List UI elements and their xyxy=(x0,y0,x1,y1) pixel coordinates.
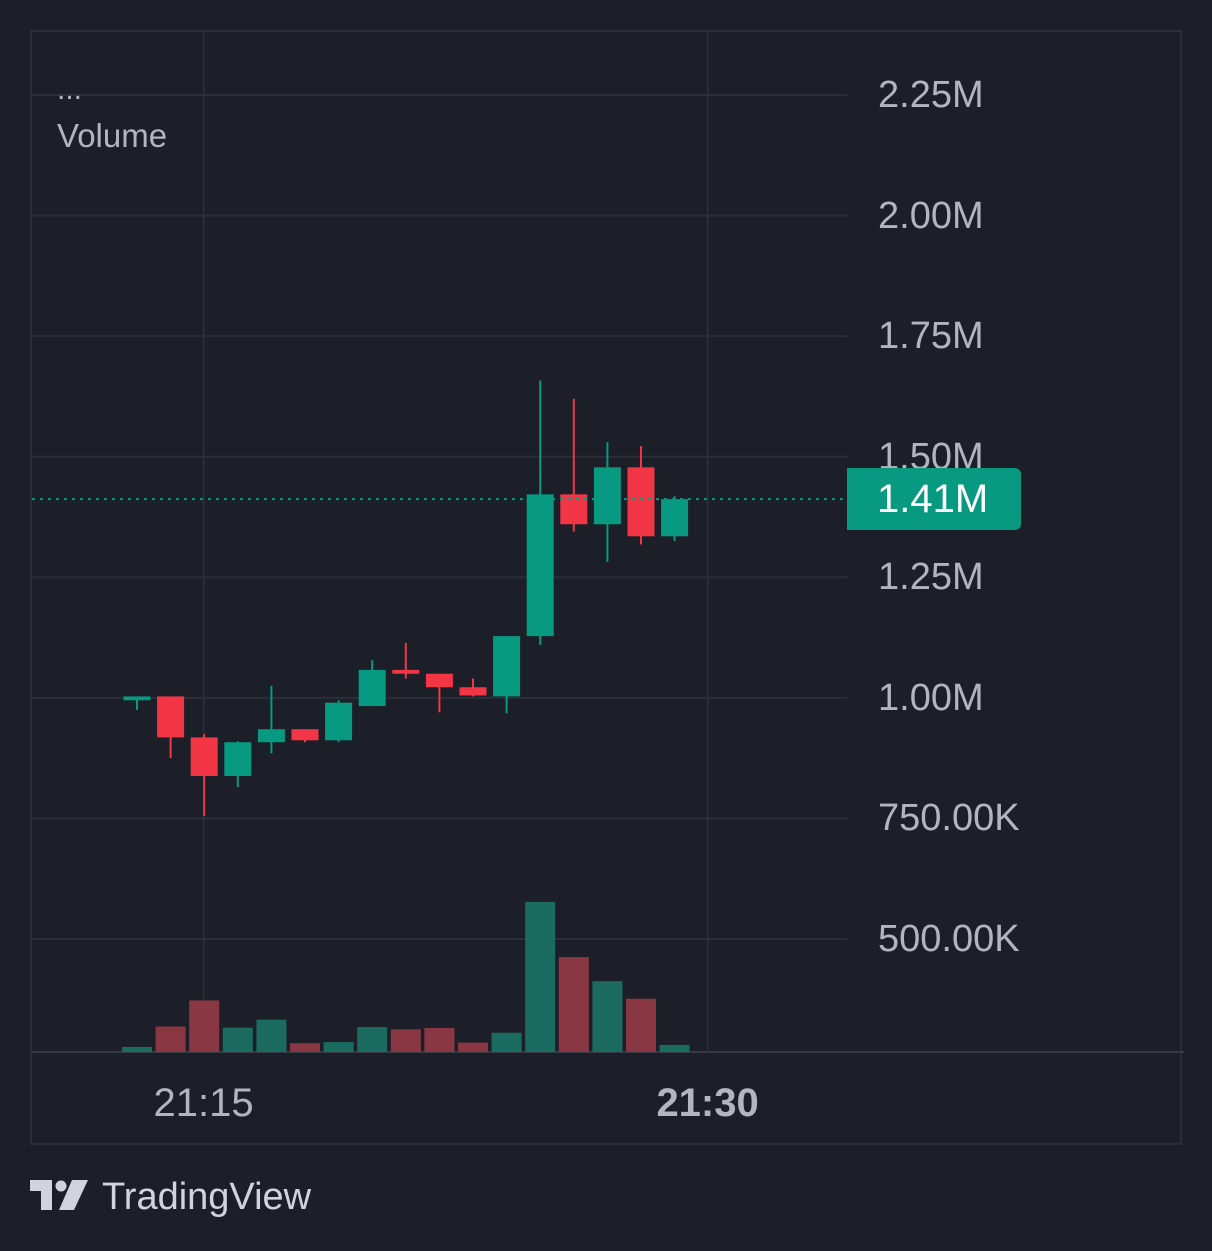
volume-bar xyxy=(592,981,623,1052)
volume-bar xyxy=(659,1044,690,1052)
y-axis-tick-label: 2.00M xyxy=(878,194,984,237)
volume-bar xyxy=(390,1029,421,1052)
candle-body xyxy=(392,669,420,674)
candle-body xyxy=(459,687,487,696)
last-value-tag: 1.41M xyxy=(847,468,1021,531)
candle-body xyxy=(593,467,621,525)
candle-body xyxy=(358,669,386,707)
tradingview-logo[interactable]: TradingView xyxy=(30,1176,311,1219)
candle-body xyxy=(157,696,185,738)
candle-body xyxy=(325,702,353,741)
volume-bar xyxy=(189,1000,220,1052)
x-axis-tick-label: 21:15 xyxy=(153,1081,254,1125)
candle-body xyxy=(123,696,151,701)
volume-bar xyxy=(323,1042,354,1052)
y-axis-tick-label: 1.75M xyxy=(878,315,984,358)
candle-body xyxy=(526,494,554,637)
volume-bar xyxy=(491,1032,522,1052)
volume-bar xyxy=(155,1026,186,1052)
volume-bar xyxy=(222,1027,253,1052)
volume-bar xyxy=(357,1027,388,1052)
candle-body xyxy=(661,499,689,537)
y-axis-tick-label: 1.25M xyxy=(878,556,984,599)
chart-panel[interactable]: ... Volume 2.25M 2.00M 1.75M 1.50M 1.25M 1.00… xyxy=(30,30,1184,1147)
y-axis-tick-label: 2.25M xyxy=(878,74,984,116)
candle-body xyxy=(627,467,655,537)
candle-body xyxy=(190,737,218,776)
y-axis-tick-label: 750.00K xyxy=(878,797,1020,840)
candle-body xyxy=(493,636,521,697)
chart-canvas[interactable] xyxy=(32,32,1184,1147)
volume-bar xyxy=(256,1019,287,1052)
tradingview-logo-icon xyxy=(30,1179,88,1210)
volume-bar xyxy=(458,1042,488,1052)
candle-body xyxy=(291,729,319,741)
legend-series-label: Volume xyxy=(57,117,168,154)
tradingview-wordmark: TradingView xyxy=(102,1176,312,1218)
volume-bar xyxy=(290,1043,320,1052)
candle-body xyxy=(425,673,453,688)
volume-bar xyxy=(424,1027,455,1052)
volume-bar xyxy=(122,1046,152,1052)
y-axis-tick-label: 1.00M xyxy=(878,676,984,719)
y-axis-tick-label: 500.00K xyxy=(878,918,1020,960)
candle-body xyxy=(224,742,252,776)
x-axis-tick-label: 21:30 xyxy=(656,1081,759,1125)
volume-bar xyxy=(525,901,556,1052)
volume-bar xyxy=(558,957,589,1052)
candle-body xyxy=(257,729,285,743)
legend-more-button[interactable]: ... xyxy=(57,73,83,106)
volume-bar xyxy=(626,998,656,1052)
candle-body xyxy=(560,494,588,525)
